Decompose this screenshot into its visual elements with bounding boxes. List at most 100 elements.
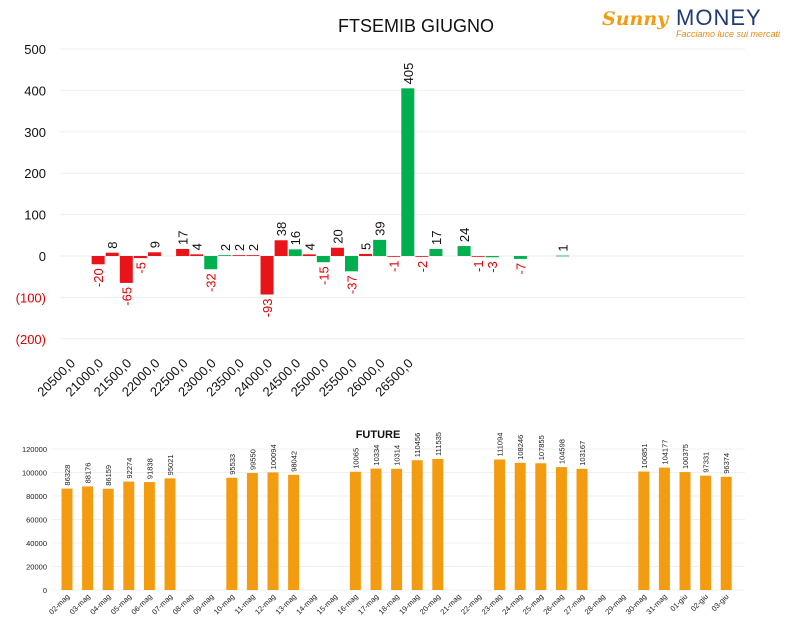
bottom-bar (61, 488, 73, 590)
top-data-label: 4 (302, 243, 317, 250)
top-data-label: -1 (471, 260, 486, 272)
bottom-x-tick-label: 17-mag (356, 592, 380, 616)
bottom-x-tick-label: 28-mag (583, 592, 607, 616)
top-bar (190, 254, 204, 256)
top-bar (387, 256, 401, 257)
top-y-tick-label: 400 (24, 83, 46, 98)
bottom-x-tick-label: 21-mag (438, 592, 462, 616)
logo-money-text: MONEY (676, 5, 762, 30)
top-bar (359, 253, 373, 256)
top-data-label: -93 (260, 299, 275, 318)
top-bar (316, 256, 330, 263)
top-data-label: 24 (457, 228, 472, 242)
top-data-label: 38 (274, 222, 289, 236)
bottom-data-label: 97331 (702, 452, 711, 473)
top-bar (274, 240, 288, 256)
top-bar (373, 239, 387, 256)
bottom-y-tick-label: 20000 (26, 563, 47, 572)
bottom-x-tick-label: 16-mag (335, 592, 359, 616)
top-bar (513, 256, 527, 259)
bottom-x-tick-label: 03-mag (68, 592, 92, 616)
top-bar (105, 252, 119, 256)
top-data-label: 1 (556, 244, 571, 251)
top-data-label: -15 (316, 266, 331, 285)
bottom-bar (576, 468, 588, 590)
top-bar (556, 255, 570, 257)
top-bar (260, 256, 274, 295)
top-y-tick-label: 100 (24, 208, 46, 223)
bottom-bar (638, 471, 650, 590)
top-data-label: 9 (147, 241, 162, 248)
bottom-chart-title: FUTURE (356, 429, 401, 441)
bottom-x-tick-label: 29-mag (603, 592, 627, 616)
bottom-y-tick-label: 60000 (26, 516, 47, 525)
top-bar (302, 254, 316, 256)
bottom-x-tick-label: 20-mag (418, 592, 442, 616)
top-bar (133, 256, 147, 259)
top-bar (330, 247, 344, 256)
bottom-bar (288, 474, 300, 590)
top-bar (147, 252, 161, 256)
bottom-bar (658, 467, 670, 590)
logo-sunny-text: Sunny (602, 8, 669, 30)
bottom-x-tick-label: 11-mag (233, 592, 257, 616)
bottom-bar (246, 473, 258, 590)
bottom-data-label: 86328 (63, 465, 72, 486)
bottom-y-tick-label: 0 (43, 586, 47, 595)
top-data-label: -65 (119, 287, 134, 306)
logo-tagline: Facciamo luce sui mercati (676, 29, 781, 39)
top-data-label: 5 (359, 243, 374, 250)
bottom-y-tick-label: 100000 (22, 469, 47, 478)
bottom-data-label: 10065 (351, 448, 360, 469)
bottom-bar (514, 462, 526, 590)
top-bar (176, 248, 190, 256)
top-bar (457, 246, 471, 256)
top-data-label: -3 (485, 261, 500, 273)
top-y-tick-label: 200 (24, 166, 46, 181)
bottom-data-label: 95533 (228, 454, 237, 475)
bottom-bar (535, 463, 547, 590)
bottom-data-label: 100851 (640, 443, 649, 468)
bottom-y-tick-label: 120000 (22, 445, 47, 454)
bottom-x-tick-label: 23-mag (480, 592, 504, 616)
bottom-bar (123, 481, 135, 590)
bottom-data-label: 100094 (269, 444, 278, 469)
top-y-tick-label: (100) (16, 290, 46, 305)
top-data-label: 4 (190, 243, 205, 250)
top-data-label: 2 (232, 244, 247, 251)
bottom-bar (700, 475, 712, 590)
bottom-x-tick-label: 26-mag (541, 592, 565, 616)
bottom-x-tick-label: 12-mag (253, 592, 277, 616)
top-y-tick-label: 500 (24, 42, 46, 57)
top-data-label: 17 (176, 230, 191, 244)
bottom-bar (164, 478, 176, 590)
bottom-x-tick-label: 13-mag (274, 592, 298, 616)
bottom-y-tick-label: 40000 (26, 539, 47, 548)
bottom-data-label: 86159 (104, 465, 113, 486)
bottom-data-label: 107855 (537, 435, 546, 460)
bottom-bar (411, 460, 423, 590)
bottom-data-label: 96374 (722, 453, 731, 474)
top-bar (204, 256, 218, 270)
bottom-data-label: 104177 (660, 440, 669, 465)
bottom-x-tick-label: 14-mag (294, 592, 318, 616)
bottom-x-tick-label: 22-mag (459, 592, 483, 616)
bottom-data-label: 104598 (557, 439, 566, 464)
top-data-label: -5 (133, 262, 148, 274)
top-data-label: 17 (429, 230, 444, 244)
top-data-label: 2 (218, 244, 233, 251)
bottom-data-label: 108246 (516, 435, 525, 460)
bottom-x-tick-label: 25-mag (521, 592, 545, 616)
bottom-bar (226, 477, 238, 590)
bottom-data-label: 110456 (413, 433, 422, 457)
bottom-x-tick-label: 18-mag (377, 592, 401, 616)
bottom-x-tick-label: 07-mag (150, 592, 174, 616)
top-bar (246, 255, 260, 256)
top-data-label: -7 (513, 263, 528, 275)
top-data-label: -1 (387, 260, 402, 272)
bottom-bar (720, 476, 732, 590)
bottom-bar (143, 482, 155, 590)
top-data-label: -20 (91, 268, 106, 287)
top-data-label: 2 (246, 244, 261, 251)
